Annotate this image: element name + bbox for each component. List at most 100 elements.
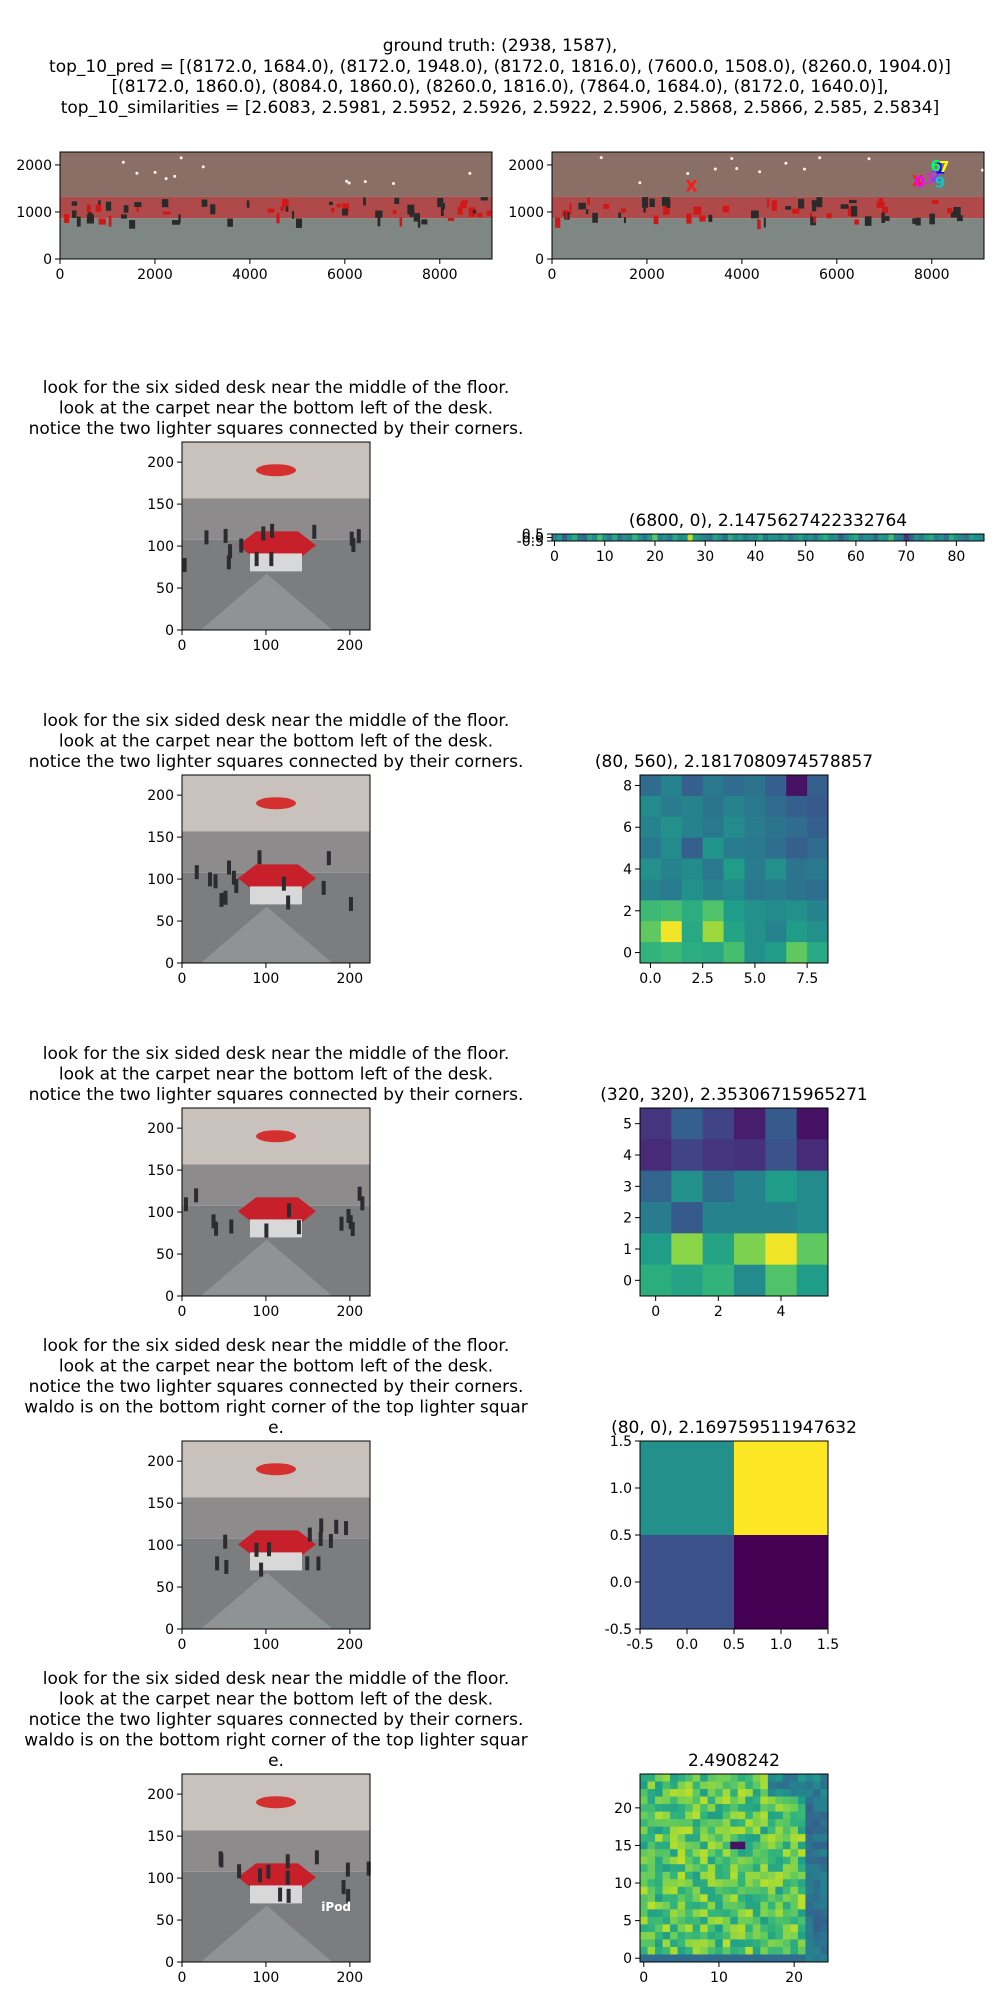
heatmap-cell xyxy=(662,1811,671,1820)
heatmap-cell xyxy=(702,942,725,964)
heatmap-cell xyxy=(813,534,819,542)
heatmap-cell xyxy=(775,1849,784,1858)
heatmap-cell xyxy=(812,1774,821,1783)
heatmap-cell xyxy=(685,1879,694,1888)
heatmap-cell xyxy=(745,1879,754,1888)
heatmap-cell xyxy=(796,1108,829,1140)
heatmap-cell xyxy=(640,1916,649,1925)
heatmap-cell xyxy=(640,1535,735,1630)
heatmap-cell xyxy=(812,1849,821,1858)
heatmap-cell xyxy=(760,1781,769,1790)
crowd-mark xyxy=(585,209,589,215)
heatmap-cell xyxy=(928,534,935,542)
heatmap-cell xyxy=(775,1909,784,1918)
crowd-mark xyxy=(757,219,761,230)
crowd-mark xyxy=(342,208,348,216)
heatmap-cell xyxy=(715,1879,724,1888)
heatmap-cell xyxy=(807,775,829,797)
desk-front xyxy=(250,1219,302,1238)
y-tick-label: 1.5 xyxy=(610,1434,632,1450)
x-tick-label: 6000 xyxy=(819,267,855,283)
heatmap-cell xyxy=(767,1819,776,1828)
heatmap-cell xyxy=(797,1811,806,1820)
heatmap-cell xyxy=(640,1954,649,1963)
heatmap-cell xyxy=(745,1841,754,1850)
crowd-mark xyxy=(653,215,659,225)
heatmap-cell xyxy=(655,1804,664,1813)
heatmap-cell xyxy=(820,1939,829,1948)
heatmap-cell xyxy=(662,1871,671,1880)
x-tick-label: 10 xyxy=(596,549,614,565)
heatmap-cell xyxy=(685,1916,694,1925)
heatmap-cell xyxy=(790,1946,799,1955)
y-tick-label: 0 xyxy=(43,252,52,268)
heatmap-cell xyxy=(662,534,669,542)
heatmap-cell xyxy=(677,1909,686,1918)
heatmap-cell xyxy=(760,1834,769,1843)
heatmap-cell xyxy=(767,1789,776,1798)
heatmap-cell xyxy=(775,1819,784,1828)
person-figure xyxy=(270,523,275,538)
heatmap-cell xyxy=(812,1901,821,1910)
ceiling-light xyxy=(784,161,788,165)
heatmap-cell xyxy=(958,534,965,542)
crowd-mark xyxy=(291,211,295,219)
heatmap-cell xyxy=(707,1924,716,1933)
heatmap-cell xyxy=(760,1774,769,1783)
heatmap-cell xyxy=(722,1864,731,1873)
heatmap-cell xyxy=(737,1864,746,1873)
heatmap-cell xyxy=(790,1774,799,1783)
heatmap-cell xyxy=(670,1819,679,1828)
heatmap-cell xyxy=(745,1849,754,1858)
desk-front xyxy=(250,1885,302,1904)
heatmap-cell xyxy=(685,1856,694,1865)
heatmap-cell xyxy=(782,1871,791,1880)
heatmap-cell xyxy=(790,1811,799,1820)
person-figure xyxy=(348,1215,353,1230)
heatmap-cell xyxy=(745,1811,754,1820)
person-figure xyxy=(224,1559,229,1574)
heatmap-cell xyxy=(752,1894,761,1903)
heatmap-cell xyxy=(805,1789,814,1798)
heatmap-cell xyxy=(692,1864,701,1873)
heatmap-cell xyxy=(670,1841,679,1850)
heatmap-cell xyxy=(612,534,618,542)
heatmap-cell xyxy=(760,1931,769,1940)
heatmap-cell xyxy=(670,1826,679,1835)
heatmap-cell xyxy=(737,1924,746,1933)
top10-pred-text-2: [(8172.0, 1860.0), (8084.0, 1860.0), (82… xyxy=(111,77,889,97)
heatmap-cell xyxy=(858,534,864,542)
crowd-mark xyxy=(751,210,759,219)
heatmap-cell xyxy=(700,1781,709,1790)
x-tick-label: 200 xyxy=(336,1970,363,1986)
heatmap-cell xyxy=(670,1834,679,1843)
heatmap-cell xyxy=(592,534,598,542)
heatmap-cell xyxy=(670,1804,679,1813)
heatmap-cell xyxy=(767,1871,776,1880)
crowd-mark xyxy=(201,199,208,207)
person-figure xyxy=(266,1864,271,1879)
heatmap-cell xyxy=(722,1781,731,1790)
heatmap-cell xyxy=(782,1789,791,1798)
crowd-mark xyxy=(826,213,832,219)
six-sided-desk xyxy=(238,864,316,893)
heatmap-cell xyxy=(640,1879,649,1888)
crowd-mark xyxy=(708,214,713,222)
y-tick-label: 1 xyxy=(623,1242,632,1258)
heatmap-cell xyxy=(685,1811,694,1820)
heatmap-cell xyxy=(655,1826,664,1835)
heatmap-cell xyxy=(715,1819,724,1828)
heatmap-cell xyxy=(685,1849,694,1858)
heatmap-cell xyxy=(744,858,766,880)
carpet-square xyxy=(200,573,333,630)
person-figure xyxy=(208,872,213,887)
heatmap-cell xyxy=(812,1864,821,1873)
y-tick-label: 100 xyxy=(147,539,174,555)
heatmap-cell xyxy=(775,1871,784,1880)
heatmap-cell xyxy=(775,1916,784,1925)
heatmap-cell xyxy=(677,1931,686,1940)
heatmap-cell xyxy=(692,1954,701,1963)
subplot-title: e. xyxy=(268,1751,284,1771)
heatmap-cell xyxy=(722,1871,731,1880)
heatmap-cell xyxy=(767,1826,776,1835)
